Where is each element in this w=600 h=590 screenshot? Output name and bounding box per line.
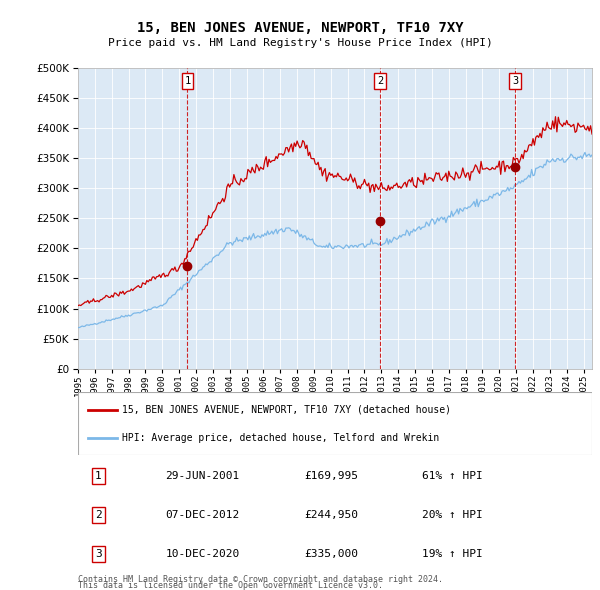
Text: £335,000: £335,000 xyxy=(304,549,358,559)
Text: £169,995: £169,995 xyxy=(304,471,358,481)
Text: 15, BEN JONES AVENUE, NEWPORT, TF10 7XY (detached house): 15, BEN JONES AVENUE, NEWPORT, TF10 7XY … xyxy=(122,405,451,415)
Text: 2: 2 xyxy=(377,76,383,86)
Text: This data is licensed under the Open Government Licence v3.0.: This data is licensed under the Open Gov… xyxy=(78,581,383,589)
Text: Contains HM Land Registry data © Crown copyright and database right 2024.: Contains HM Land Registry data © Crown c… xyxy=(78,575,443,584)
Text: 20% ↑ HPI: 20% ↑ HPI xyxy=(422,510,483,520)
Text: Price paid vs. HM Land Registry's House Price Index (HPI): Price paid vs. HM Land Registry's House … xyxy=(107,38,493,48)
Text: 61% ↑ HPI: 61% ↑ HPI xyxy=(422,471,483,481)
Text: 2: 2 xyxy=(95,510,102,520)
Text: 10-DEC-2020: 10-DEC-2020 xyxy=(166,549,239,559)
Text: 1: 1 xyxy=(95,471,102,481)
Text: HPI: Average price, detached house, Telford and Wrekin: HPI: Average price, detached house, Telf… xyxy=(122,432,439,442)
Text: £244,950: £244,950 xyxy=(304,510,358,520)
Text: 15, BEN JONES AVENUE, NEWPORT, TF10 7XY: 15, BEN JONES AVENUE, NEWPORT, TF10 7XY xyxy=(137,21,463,35)
Text: 1: 1 xyxy=(184,76,190,86)
Text: 19% ↑ HPI: 19% ↑ HPI xyxy=(422,549,483,559)
Text: 3: 3 xyxy=(512,76,518,86)
Text: 29-JUN-2001: 29-JUN-2001 xyxy=(166,471,239,481)
Text: 07-DEC-2012: 07-DEC-2012 xyxy=(166,510,239,520)
Text: 3: 3 xyxy=(95,549,102,559)
